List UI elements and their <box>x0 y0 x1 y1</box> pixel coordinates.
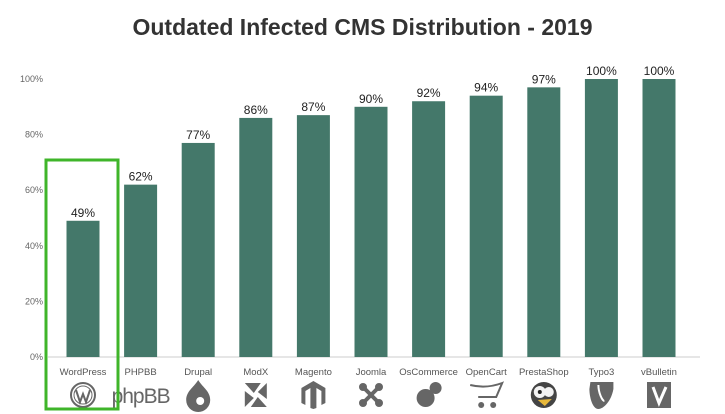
chart-title: Outdated Infected CMS Distribution - 201… <box>132 14 593 40</box>
prestashop-puffin-icon <box>530 382 557 408</box>
category-icons: phpBB <box>70 380 671 413</box>
category-label: Drupal <box>184 367 212 378</box>
category-label: WordPress <box>60 367 107 378</box>
data-labels: 49% 62% 77% 86% 87% 90% 92% 94% 97% 100% 100% <box>71 64 675 220</box>
bar-oscommerce <box>412 101 446 358</box>
data-label: 94% <box>474 81 498 95</box>
category-labels: WordPress PHPBB Drupal ModX Magento Joomla OsC… <box>60 367 677 378</box>
y-tick-label: 100% <box>20 74 43 84</box>
data-label: 90% <box>359 92 383 106</box>
data-label: 86% <box>244 103 268 117</box>
bar-magento <box>296 115 330 357</box>
bar-drupal <box>181 142 215 357</box>
category-label: ModX <box>243 367 268 378</box>
bars <box>66 79 676 358</box>
typo3-logo-icon <box>589 382 614 409</box>
bar-phpbb <box>124 184 158 357</box>
bar-prestashop <box>527 87 561 357</box>
modx-logo-icon <box>244 383 267 407</box>
category-label: Magento <box>295 367 332 378</box>
bar-opencart <box>469 95 503 358</box>
vbulletin-logo-icon <box>647 382 671 408</box>
data-label: 92% <box>417 86 441 100</box>
phpbb-logo: phpBB <box>112 385 171 408</box>
data-label: 49% <box>71 206 95 220</box>
data-label: 100% <box>586 64 617 78</box>
category-label: OpenCart <box>466 367 508 378</box>
magento-logo-icon <box>301 381 326 409</box>
data-label: 100% <box>644 64 675 78</box>
bar-wordpress <box>66 220 100 357</box>
drupal-drop-icon <box>186 380 211 413</box>
data-label: 62% <box>129 170 153 184</box>
oscommerce-logo-icon <box>416 382 442 407</box>
category-label: Joomla <box>356 367 387 378</box>
data-label: 77% <box>186 128 210 142</box>
data-label: 87% <box>301 100 325 114</box>
category-label: vBulletin <box>641 367 677 378</box>
y-tick-label: 80% <box>25 130 43 140</box>
category-label: OsCommerce <box>399 367 458 378</box>
category-label: PHPBB <box>124 367 156 378</box>
y-tick-label: 60% <box>25 185 43 195</box>
bar-vbulletin <box>642 79 676 357</box>
bar-joomla <box>354 106 388 357</box>
highlight-frame <box>44 158 120 411</box>
y-tick-label: 40% <box>25 241 43 251</box>
category-label: PrestaShop <box>519 367 569 378</box>
joomla-logo-icon <box>359 383 383 407</box>
wordpress-logo-icon <box>70 382 96 408</box>
y-tick-label: 0% <box>30 352 43 362</box>
bar-modx <box>239 117 273 357</box>
category-label: Typo3 <box>588 367 614 378</box>
y-tick-label: 20% <box>25 296 43 306</box>
data-label: 97% <box>532 72 556 86</box>
phpbb-logo-text: phpBB <box>112 385 170 408</box>
bar-typo3 <box>584 79 618 357</box>
opencart-cart-icon <box>469 381 505 408</box>
